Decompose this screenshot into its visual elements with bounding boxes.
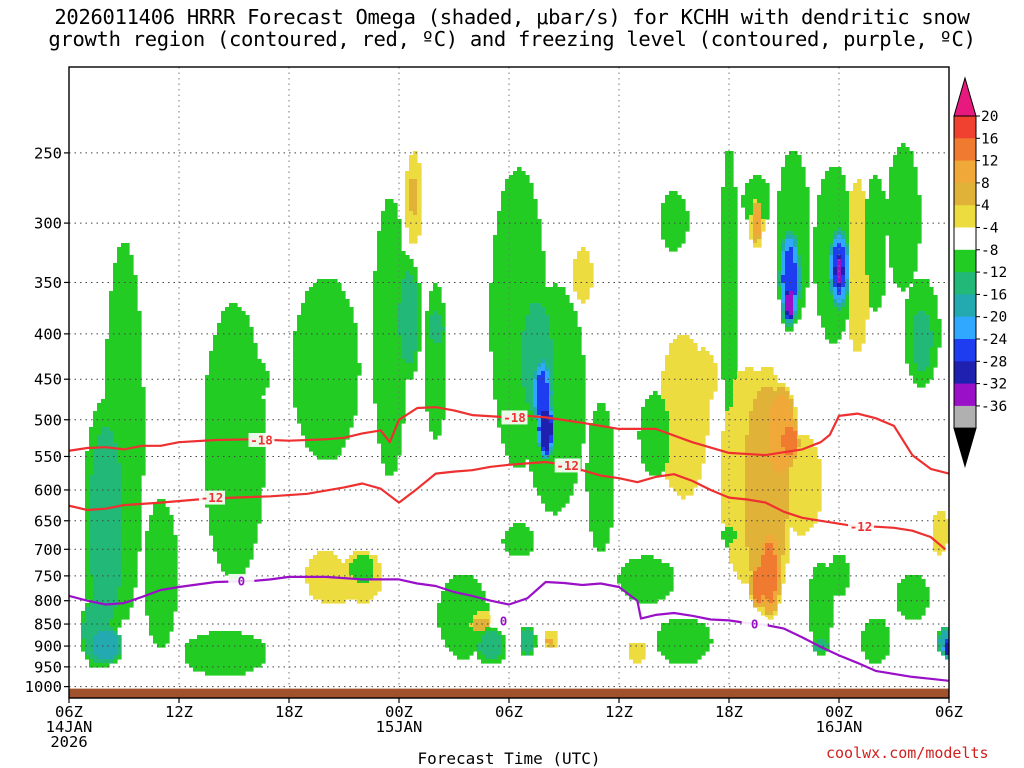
contour-line-2: [69, 575, 949, 682]
ground-layer: [69, 688, 949, 698]
contour-label-bg: [228, 573, 255, 588]
y-tick-label: 500: [34, 411, 62, 429]
y-tick-label: 900: [34, 638, 62, 656]
x-tick-label: 00Z: [385, 703, 413, 721]
title-line-1: 2026011406 HRRR Forecast Omega (shaded, …: [54, 5, 970, 29]
colorbar-swatch: [954, 138, 976, 162]
colorbar-tick-label: 8: [981, 176, 990, 192]
colorbar-swatch: [954, 405, 976, 429]
colorbar-arrow-bottom: [953, 427, 977, 468]
y-tick-label: 600: [34, 481, 62, 499]
contour-label-bg: [741, 617, 768, 632]
y-tick-label: 700: [34, 541, 62, 559]
y-tick-label: 300: [34, 215, 62, 233]
x-tick-label: 06Z: [935, 703, 963, 721]
contour-label: 0: [751, 617, 759, 632]
colorbar-swatch: [954, 294, 976, 318]
y-tick-label: 750: [34, 567, 62, 585]
colorbar-swatch: [954, 383, 976, 407]
temperature-contours: -18 -18 -12 -12 -12 0 0 0: [69, 406, 949, 682]
y-tick-label: 850: [34, 616, 62, 634]
x-tick-label: 12Z: [605, 703, 633, 721]
contour-label-bg: [248, 433, 275, 448]
contour-line-0: [69, 406, 949, 475]
contour-label: -12: [201, 490, 224, 505]
x-tick-label: 06Z: [495, 703, 523, 721]
colorbar-swatch: [954, 160, 976, 184]
x-tick-label: 06Z: [55, 703, 83, 721]
colorbar-tick-label: -12: [981, 265, 1007, 281]
contour-label: 0: [500, 613, 508, 628]
contour-label: -12: [850, 519, 873, 534]
colorbar-tick-label: -24: [981, 332, 1007, 348]
colorbar-tick-label: -28: [981, 354, 1007, 370]
y-tick-label: 650: [34, 512, 62, 530]
y-tick-label: 800: [34, 592, 62, 610]
y-axis-ticks: 250 300 350 400 450 500 550 600 650 700 750 800 850 9…: [25, 144, 69, 696]
colorbar-swatch: [954, 227, 976, 251]
x-tick-label: 15JAN: [376, 718, 423, 736]
contour-label-bg: [490, 613, 517, 628]
colorbar-tick-label: -32: [981, 377, 1007, 393]
title-line-2: growth region (contoured, red, ºC) and f…: [48, 27, 976, 51]
colorbar-arrow-top: [953, 76, 977, 117]
y-tick-label: 1000: [25, 678, 62, 696]
contour-label: 0: [238, 573, 246, 588]
x-tick-label: 2026: [50, 733, 87, 751]
contour-label-bg: [199, 490, 225, 505]
y-tick-label: 250: [34, 144, 62, 162]
colorbar-swatch: [954, 205, 976, 228]
colorbar: 20 16 12 8 4 -4 -8 -12 -16 -20 -24 -28 -32 -36: [953, 76, 1007, 468]
contour-label-bg: [554, 458, 581, 473]
contour-label-bg: [501, 410, 528, 425]
colorbar-tick-label: -8: [981, 243, 998, 259]
colorbar-swatch: [954, 182, 976, 206]
colorbar-tick-label: 20: [981, 109, 998, 125]
y-tick-label: 400: [34, 325, 62, 343]
colorbar-swatch: [954, 249, 976, 273]
colorbar-tick-label: 12: [981, 154, 998, 170]
y-tick-label: 350: [34, 274, 62, 292]
colorbar-tick-label: 16: [981, 131, 998, 147]
contour-label-bg: [848, 519, 874, 534]
contour-label: -12: [556, 458, 579, 473]
y-tick-label: 450: [34, 371, 62, 389]
credit-text: coolwx.com/modelts: [826, 744, 989, 762]
x-axis-label: Forecast Time (UTC): [417, 749, 600, 768]
colorbar-swatch: [954, 361, 976, 385]
grid-lines: [69, 67, 949, 698]
colorbar-tick-label: -36: [981, 399, 1007, 415]
x-tick-label: 18Z: [275, 703, 303, 721]
colorbar-tick-label: -16: [981, 287, 1007, 303]
contour-label: -18: [503, 410, 526, 425]
x-tick-label: 18Z: [715, 703, 743, 721]
colorbar-swatch: [954, 316, 976, 340]
contour-label: -18: [250, 433, 273, 448]
x-tick-label: 14JAN: [46, 718, 93, 736]
y-tick-label: 950: [34, 658, 62, 676]
colorbar-swatch: [954, 272, 976, 295]
x-tick-label: 16JAN: [816, 718, 863, 736]
colorbar-tick-label: -4: [981, 221, 999, 237]
chart-title: 2026011406 HRRR Forecast Omega (shaded, …: [0, 6, 1024, 50]
colorbar-tick-label: -20: [981, 310, 1007, 326]
colorbar-tick-label: 4: [981, 198, 990, 214]
x-tick-label: 00Z: [825, 703, 853, 721]
x-tick-label: 12Z: [165, 703, 193, 721]
colorbar-swatch: [954, 116, 976, 139]
colorbar-swatch: [954, 339, 976, 362]
y-tick-label: 550: [34, 448, 62, 466]
omega-shading: [81, 143, 949, 676]
